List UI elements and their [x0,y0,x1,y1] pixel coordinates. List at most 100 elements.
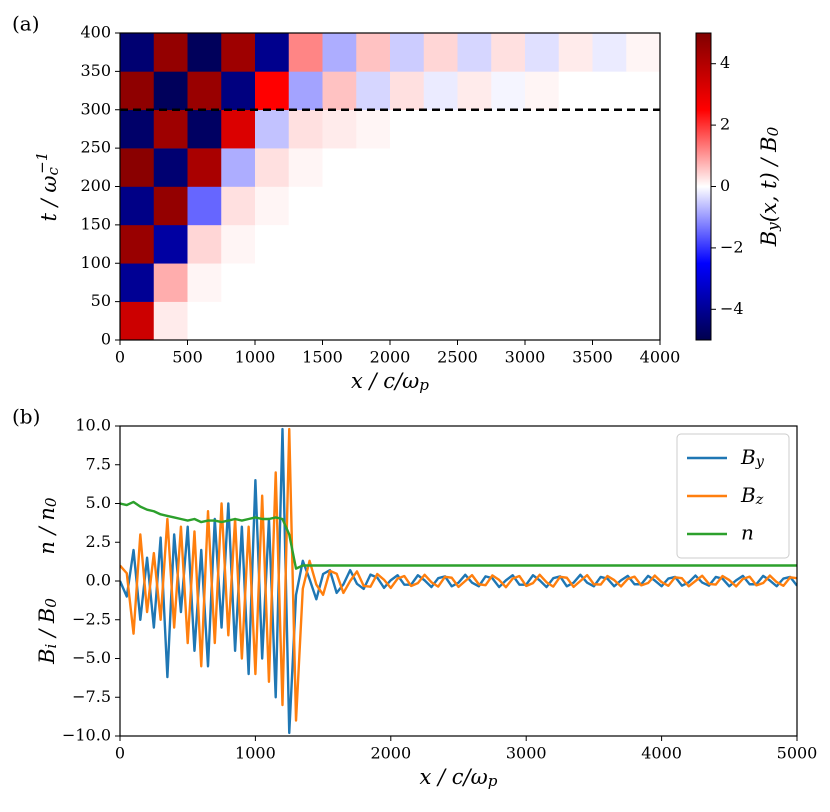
heat-cell [255,148,290,187]
heat-cell [457,148,492,187]
heat-cell [592,71,627,111]
panel-label: (a) [12,12,40,36]
y-tick-label: −2.5 [72,609,111,628]
heat-cell [558,148,593,187]
label-part: c [44,166,62,175]
label-part: 0 [764,126,782,136]
heat-cell [457,186,492,226]
label-part: 0 [42,497,60,507]
heat-cell [120,224,155,264]
y-tick-label: −7.5 [72,687,111,706]
heat-cell [187,186,222,226]
heat-cell [288,301,323,341]
label-part: x / c/ω [420,765,488,789]
heat-cell [390,224,425,264]
x-tick-label: 3000 [505,348,546,367]
heat-cell [288,186,323,226]
heat-cell [592,263,627,302]
heat-cell [221,33,256,72]
x-tick-label: 2000 [370,348,411,367]
data-line [120,427,797,722]
heat-cell [221,301,256,341]
heat-cell [626,33,661,72]
data-line [120,500,797,570]
x-tick-label: 3000 [506,744,547,763]
panel-label: (b) [12,405,40,429]
label-part: y [755,454,765,470]
heat-cell [356,109,391,149]
heat-cell [423,224,458,264]
heat-cell [592,224,627,264]
y-axis-label: n / n0 [35,497,60,554]
heat-cell [491,263,526,302]
heat-cell [187,301,222,341]
y-tick-label: 5.0 [86,493,111,512]
y-tick-label: 100 [80,253,111,272]
x-axis-label: x / c/ωp [351,369,429,394]
heat-cell [153,33,188,72]
heat-cell [356,33,391,72]
x-axis-label: x / c/ωp [420,765,498,790]
heat-cell [187,109,222,149]
heat-cell [525,301,560,341]
heat-cell [626,109,661,149]
x-tick-label: 4000 [640,348,681,367]
heat-cell [322,71,357,111]
heat-cell [221,263,256,302]
heat-cell [491,301,526,341]
x-tick-label: 0 [115,348,125,367]
heat-cell [288,224,323,264]
y-tick-label: 2.5 [86,532,111,551]
heat-cell [558,224,593,264]
x-tick-label: 500 [172,348,203,367]
heat-cell [322,109,357,149]
heat-cell [423,148,458,187]
heat-cell [390,33,425,72]
heat-cell [592,109,627,149]
heat-cell [592,301,627,341]
heat-cell [221,148,256,187]
heat-cell [457,33,492,72]
x-tick-label: 5000 [777,744,818,763]
y-tick-label: 250 [80,138,111,157]
heat-cell [322,263,357,302]
heat-cell [187,263,222,302]
heat-cell [255,71,290,111]
legend-label: n [741,521,754,545]
heat-cell [120,33,155,72]
heat-cell [626,148,661,187]
heat-cell [255,33,290,72]
y-tick-label: 150 [80,214,111,233]
heat-cell [457,301,492,341]
heat-cell [288,71,323,111]
heat-cell [491,224,526,264]
heat-cell [390,71,425,111]
heat-cell [356,148,391,187]
heat-cell [255,224,290,264]
heat-cell [322,224,357,264]
heat-cell [558,186,593,226]
heat-cell [288,263,323,302]
y-axis-label: Bi / B0 [35,598,60,665]
heat-cell [221,109,256,149]
y-tick-label: 7.5 [86,454,111,473]
heat-cell [153,301,188,341]
heat-cell [390,148,425,187]
y-tick-label: 10.0 [75,416,111,435]
label-part: / B [35,608,59,644]
heat-cell [558,109,593,149]
heat-cell [356,186,391,226]
heat-cell [626,71,661,111]
heat-cell [356,71,391,111]
heat-cell [187,33,222,72]
label-part: y [764,222,782,232]
x-tick-label: 4000 [641,744,682,763]
y-tick-label: −5.0 [72,648,111,667]
x-tick-label: 1000 [235,348,276,367]
y-axis-label: t / ωc−1 [33,152,62,222]
x-tick-label: 3500 [572,348,613,367]
heat-cell [592,33,627,72]
x-tick-label: 1500 [302,348,343,367]
label-part: i [42,643,60,648]
label-part: 0 [42,598,60,608]
